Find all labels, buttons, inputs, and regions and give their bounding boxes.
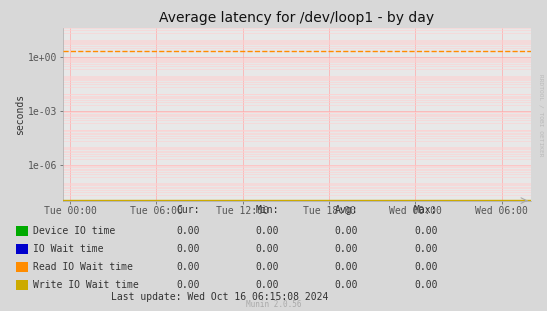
- Text: 0.00: 0.00: [255, 280, 279, 290]
- Text: 0.00: 0.00: [255, 262, 279, 272]
- Text: 0.00: 0.00: [176, 262, 200, 272]
- Text: RRDTOOL / TOBI OETIKER: RRDTOOL / TOBI OETIKER: [538, 74, 543, 156]
- Text: IO Wait time: IO Wait time: [33, 244, 103, 254]
- Text: 0.00: 0.00: [414, 262, 438, 272]
- Title: Average latency for /dev/loop1 - by day: Average latency for /dev/loop1 - by day: [159, 12, 434, 26]
- Text: Avg:: Avg:: [335, 205, 358, 215]
- Text: 0.00: 0.00: [414, 244, 438, 254]
- Text: 0.00: 0.00: [414, 226, 438, 236]
- Text: 0.00: 0.00: [255, 244, 279, 254]
- Text: Write IO Wait time: Write IO Wait time: [33, 280, 138, 290]
- Text: Max:: Max:: [414, 205, 438, 215]
- Text: Last update: Wed Oct 16 06:15:08 2024: Last update: Wed Oct 16 06:15:08 2024: [111, 292, 328, 302]
- Text: Munin 2.0.56: Munin 2.0.56: [246, 300, 301, 309]
- Text: Cur:: Cur:: [176, 205, 200, 215]
- Text: Device IO time: Device IO time: [33, 226, 115, 236]
- Text: 0.00: 0.00: [176, 226, 200, 236]
- Y-axis label: seconds: seconds: [15, 94, 25, 135]
- Text: 0.00: 0.00: [414, 280, 438, 290]
- Text: 0.00: 0.00: [335, 226, 358, 236]
- Text: 0.00: 0.00: [335, 262, 358, 272]
- Text: 0.00: 0.00: [335, 280, 358, 290]
- Text: 0.00: 0.00: [255, 226, 279, 236]
- Text: 0.00: 0.00: [176, 244, 200, 254]
- Text: 0.00: 0.00: [176, 280, 200, 290]
- Text: Read IO Wait time: Read IO Wait time: [33, 262, 133, 272]
- Text: Min:: Min:: [255, 205, 279, 215]
- Text: 0.00: 0.00: [335, 244, 358, 254]
